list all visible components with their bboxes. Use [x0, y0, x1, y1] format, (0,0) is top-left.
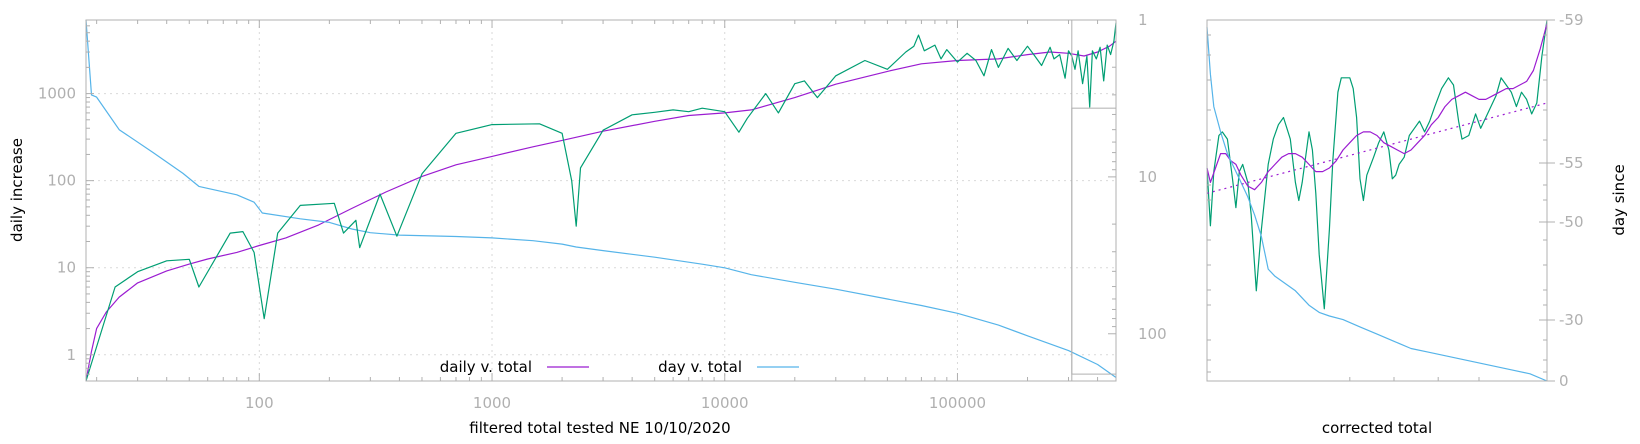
y2-tick-label: 10 — [1138, 168, 1157, 186]
main-plot-ticks: 100 1000 10000 100000 1 10 100 1000 1 10 100 — [38, 11, 1167, 412]
inset-y2-tick-label: -59 — [1559, 11, 1584, 29]
legend-label-day-v-total: day v. total — [658, 358, 742, 376]
series-line-raw-daily — [85, 22, 1117, 382]
inset-plot-ticks: -59 -55 -50 -30 0 — [1207, 11, 1584, 390]
y2-tick-label: 100 — [1138, 325, 1167, 343]
x-tick-label: 10000 — [701, 394, 749, 412]
main-x-axis-title: filtered total tested NE 10/10/2020 — [469, 419, 730, 437]
zoom-box — [1071, 19, 1117, 382]
main-plot-series — [85, 19, 1117, 382]
inset-plot-frame — [1206, 19, 1548, 382]
inset-y2-axis-title: day since — [1610, 164, 1628, 235]
series-line-day-v-total — [85, 19, 1117, 378]
x-tick-label: 100000 — [929, 394, 986, 412]
y-tick-label: 10 — [57, 259, 76, 277]
inset-series-line-2 — [1206, 27, 1548, 382]
inset-x-axis-title: corrected total — [1322, 419, 1432, 437]
inset-series-line-1 — [1206, 23, 1548, 191]
inset-series-line-3 — [1206, 102, 1548, 194]
inset-y2-tick-label: -50 — [1559, 213, 1584, 231]
x-tick-label: 100 — [245, 394, 274, 412]
y-tick-label: 1000 — [38, 85, 76, 103]
y-tick-label: 1 — [66, 346, 76, 364]
inset-series-line-0 — [1206, 19, 1548, 310]
main-y-axis-title: daily increase — [8, 138, 26, 242]
main-plot-frame — [85, 19, 1117, 382]
inset-plot-series — [1206, 19, 1548, 382]
y-tick-label: 100 — [47, 172, 76, 190]
inset-y2-tick-label: -55 — [1559, 154, 1584, 172]
legend-label-daily-v-total: daily v. total — [440, 358, 532, 376]
main-plot-grid — [86, 20, 1116, 381]
inset-y2-tick-label: -30 — [1559, 311, 1584, 329]
y2-tick-label: 1 — [1138, 11, 1148, 29]
x-tick-label: 1000 — [473, 394, 511, 412]
series-line-daily-v-total — [85, 40, 1117, 382]
zoom-region-band — [1071, 19, 1117, 382]
inset-y2-tick-label: 0 — [1559, 372, 1569, 390]
chart-legend: daily v. total day v. total — [440, 358, 799, 376]
